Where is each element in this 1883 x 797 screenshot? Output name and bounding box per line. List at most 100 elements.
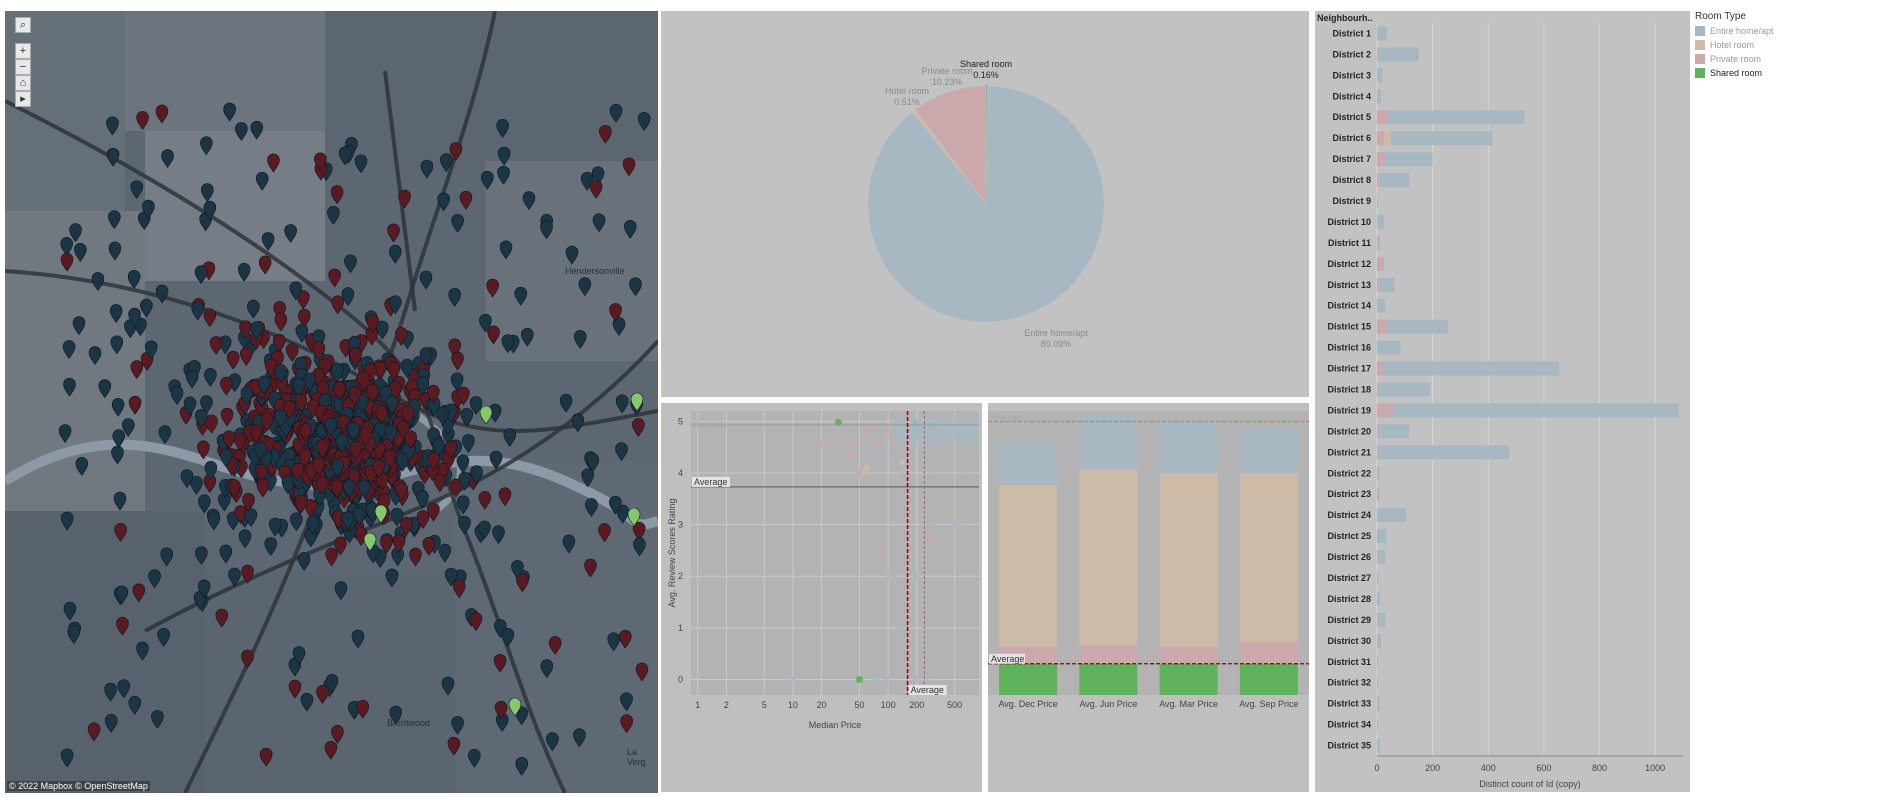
stack-bar-private[interactable]: [1239, 642, 1298, 664]
map-pin[interactable]: [91, 272, 105, 291]
hbar-bar-entire[interactable]: [1382, 361, 1560, 376]
legend-item-shared[interactable]: Shared room: [1695, 67, 1880, 78]
map-pin[interactable]: [387, 361, 401, 381]
map-pin[interactable]: [140, 298, 153, 318]
map-pin[interactable]: [220, 376, 233, 396]
map-pin[interactable]: [331, 725, 344, 744]
scatter-point-entire[interactable]: [873, 676, 880, 683]
map-pin[interactable]: [255, 464, 268, 483]
map-pin[interactable]: [331, 363, 344, 383]
map-pin[interactable]: [380, 534, 393, 554]
hbar-bar-entire[interactable]: [1390, 131, 1493, 146]
map-pin[interactable]: [241, 649, 254, 669]
map-pin[interactable]: [546, 732, 559, 752]
map-pin[interactable]: [480, 170, 494, 190]
map-pin[interactable]: [389, 705, 402, 725]
map-panel[interactable]: ⌕ + − ⌂ ▸ Hendersonville Brentwood La Ve…: [5, 11, 658, 793]
map-pin[interactable]: [341, 511, 355, 531]
map-pin[interactable]: [69, 223, 82, 243]
map-pin[interactable]: [598, 523, 611, 543]
map-pin[interactable]: [635, 662, 649, 682]
map-pin[interactable]: [292, 646, 306, 666]
hbar-bar-entire[interactable]: [1377, 340, 1401, 355]
map-pin[interactable]: [240, 386, 254, 406]
map-pin[interactable]: [366, 383, 380, 403]
map-pin[interactable]: [106, 147, 120, 167]
map-pin[interactable]: [88, 346, 102, 366]
map-pin[interactable]: [387, 223, 400, 243]
scatter-point-private[interactable]: [818, 438, 825, 446]
stack-bar-entire[interactable]: [1159, 422, 1218, 474]
map-pin[interactable]: [228, 567, 241, 587]
map-pin[interactable]: [571, 413, 585, 433]
map-pin[interactable]: [585, 498, 598, 517]
map-pin[interactable]: [487, 325, 500, 345]
scatter-point-entire[interactable]: [875, 454, 883, 461]
map-pin[interactable]: [241, 564, 254, 584]
map-pin[interactable]: [522, 191, 536, 211]
scatter-point-entire[interactable]: [913, 573, 921, 580]
hbar-bar-private[interactable]: [1377, 424, 1379, 439]
hbar-bar-entire[interactable]: [1378, 445, 1510, 460]
map-pin[interactable]: [258, 255, 272, 275]
map-pin[interactable]: [515, 756, 529, 776]
map-pin[interactable]: [395, 482, 408, 502]
map-pin[interactable]: [629, 277, 642, 297]
map-pin[interactable]: [235, 122, 248, 141]
map-pin[interactable]: [492, 525, 505, 545]
map-pin[interactable]: [160, 547, 174, 567]
map-pin[interactable]: [312, 457, 326, 476]
map-pin[interactable]: [404, 430, 417, 450]
map-pin[interactable]: [347, 422, 360, 442]
map-pin[interactable]: [444, 440, 458, 460]
play-icon[interactable]: ▸: [15, 91, 31, 107]
map-pin[interactable]: [396, 453, 409, 472]
hbar-bar-private[interactable]: [1377, 696, 1380, 711]
hbar-bar-entire[interactable]: [1378, 550, 1386, 565]
map-pin[interactable]: [142, 199, 155, 219]
map-pin[interactable]: [327, 206, 340, 225]
map-pin[interactable]: [328, 268, 341, 288]
stack-bar-hotel[interactable]: [999, 484, 1058, 647]
map-pin[interactable]: [155, 104, 169, 124]
stack-bar-private[interactable]: [1079, 645, 1138, 664]
hbar-bar-entire[interactable]: [1386, 319, 1448, 334]
pie-slice-private[interactable]: [914, 85, 987, 205]
map-pin[interactable]: [128, 696, 142, 715]
map-pin[interactable]: [250, 321, 263, 341]
map-pin[interactable]: [203, 200, 217, 220]
hbar-bar-entire[interactable]: [1378, 382, 1430, 397]
map-pin[interactable]: [87, 722, 101, 742]
map-pin[interactable]: [226, 350, 240, 370]
scatter-point-private[interactable]: [856, 469, 863, 477]
map-pin[interactable]: [63, 601, 77, 621]
map-pin[interactable]: [633, 537, 646, 557]
map-pin[interactable]: [374, 504, 388, 524]
map-pin[interactable]: [72, 316, 86, 336]
scatter-point-entire[interactable]: [924, 449, 931, 456]
map-pin[interactable]: [304, 499, 318, 518]
map-pin[interactable]: [620, 692, 633, 712]
map-pin[interactable]: [158, 425, 172, 445]
hbar-bar-entire[interactable]: [1378, 612, 1386, 627]
hbar-bar-entire[interactable]: [1393, 403, 1679, 418]
map-pin[interactable]: [316, 685, 329, 704]
scatter-point-hotel[interactable]: [898, 459, 906, 466]
plus-icon[interactable]: +: [15, 43, 31, 59]
map-pin[interactable]: [157, 628, 170, 647]
map-pin[interactable]: [244, 508, 258, 528]
map-pin[interactable]: [324, 417, 338, 437]
map-pin[interactable]: [136, 641, 149, 661]
map-pin[interactable]: [416, 490, 429, 509]
hbar-bar-private[interactable]: [1377, 550, 1379, 565]
map-pin[interactable]: [458, 471, 472, 491]
map-pin[interactable]: [128, 395, 142, 415]
map-pin[interactable]: [289, 281, 303, 301]
map-pin[interactable]: [450, 372, 464, 392]
hbar-bar-private[interactable]: [1377, 131, 1384, 146]
map-pin[interactable]: [607, 632, 620, 652]
map-pin[interactable]: [200, 183, 214, 203]
map-pin[interactable]: [183, 396, 197, 416]
map-pin[interactable]: [334, 581, 348, 601]
map-pin[interactable]: [437, 192, 450, 212]
